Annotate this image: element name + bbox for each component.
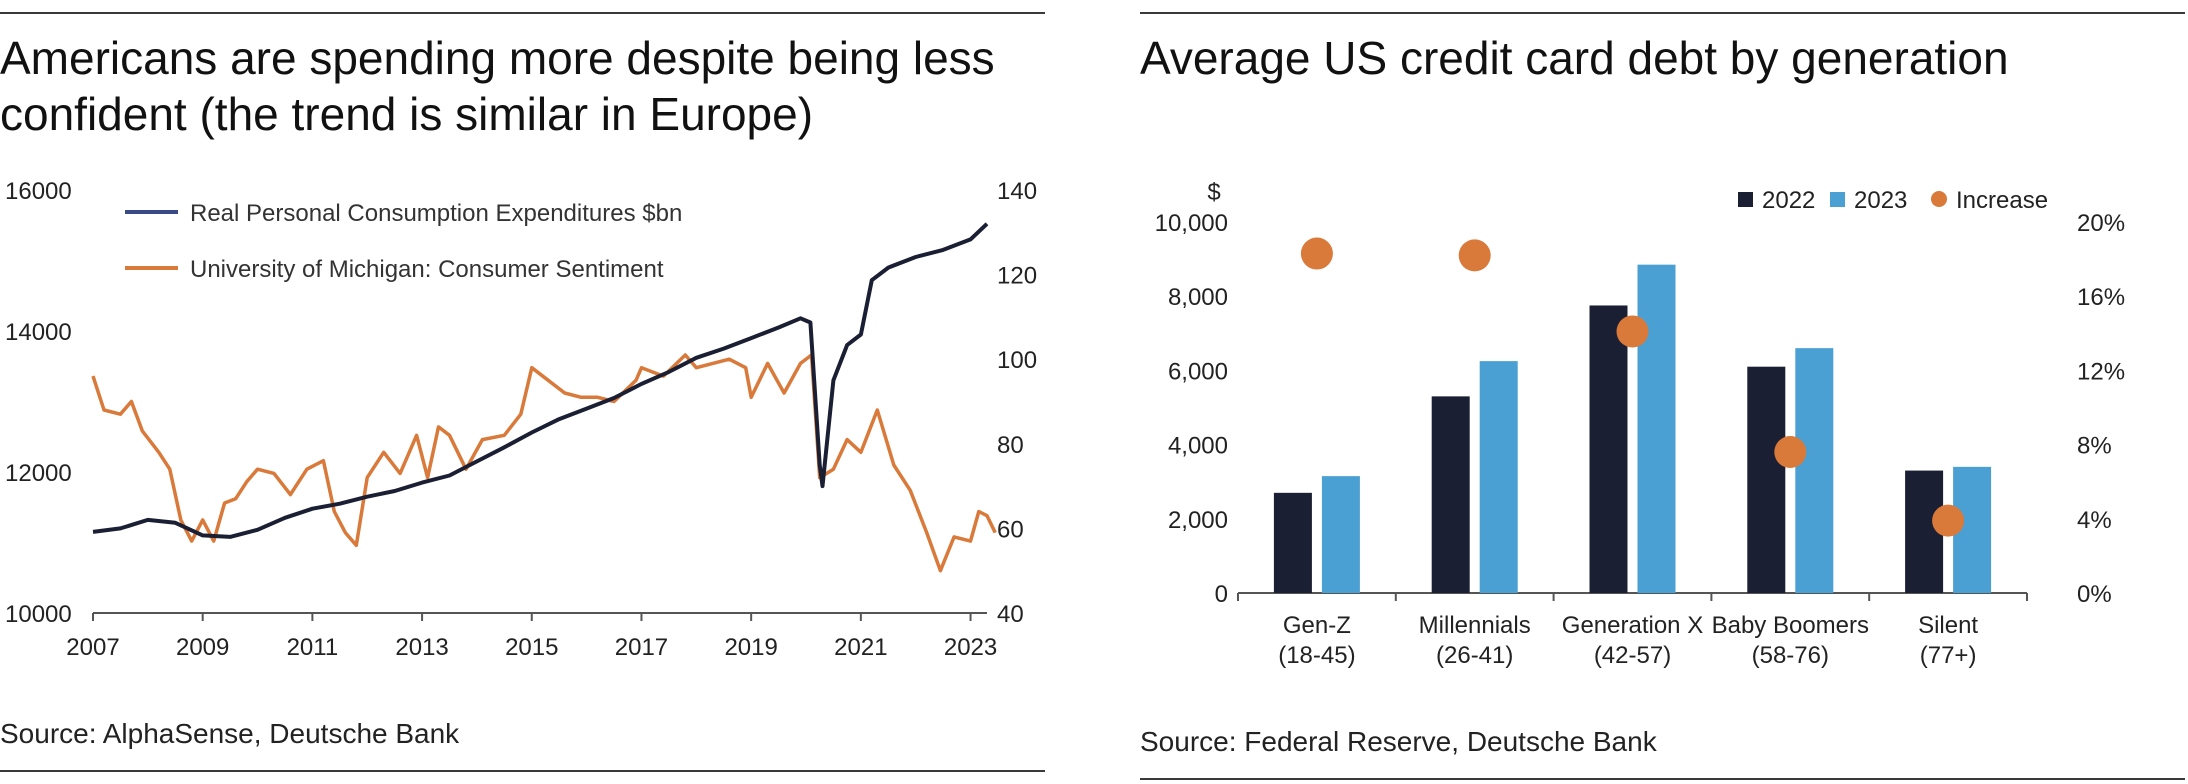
x-tick-label: 2017 (615, 634, 668, 661)
source-text: Source: AlphaSense, Deutsche Bank (0, 718, 460, 749)
x-tick-label: 2021 (834, 634, 887, 661)
y-right-tick-label: 100 (997, 347, 1037, 374)
legend-label: Increase (1956, 187, 2048, 214)
top-rule (1140, 12, 2185, 14)
x-tick-label: 2013 (395, 634, 448, 661)
category-label: Baby Boomers (1712, 612, 1869, 639)
x-tick-label: 2009 (176, 634, 229, 661)
legend-swatch (1931, 191, 1947, 207)
category-label: Generation X (1562, 612, 1703, 639)
bar-2022 (1589, 305, 1628, 593)
y-left-tick-label: 2,000 (1168, 507, 1228, 534)
x-tick-label: 2023 (944, 634, 997, 661)
category-label: (18-45) (1278, 642, 1355, 669)
y-right-tick-label: 40 (997, 601, 1024, 628)
y-left-tick-label: 6,000 (1168, 358, 1228, 385)
bar-2022 (1273, 492, 1312, 593)
source-text: Source: Federal Reserve, Deutsche Bank (1140, 726, 1657, 757)
increase-dot (1616, 315, 1649, 348)
bar-2023 (1637, 264, 1676, 593)
y-left-tick-label: 10,000 (1155, 210, 1228, 237)
bar-2023 (1321, 476, 1360, 593)
y-left-tick-label: 12000 (5, 460, 72, 487)
pce-series-line (92, 222, 989, 539)
y-left-tick-label: 4,000 (1168, 433, 1228, 460)
bar-2023 (1795, 348, 1834, 593)
x-tick-label: 2015 (505, 634, 558, 661)
legend-label: University of Michigan: Consumer Sentime… (190, 256, 664, 283)
y-left-tick-label: 0 (1215, 581, 1228, 608)
increase-dot (1458, 239, 1491, 272)
y-left-tick-label: 14000 (5, 319, 72, 346)
category-label: (26-41) (1436, 642, 1513, 669)
y-axis-title: $ (1207, 179, 1220, 206)
line-chart: 2007 2009 2011 2013 2015 2017 2019 2021 2023 1000… (5, 178, 1037, 661)
x-tick-label: 2019 (724, 634, 777, 661)
right-panel: Average US credit card debt by generatio… (1140, 0, 2188, 784)
top-rule (0, 12, 1045, 14)
legend-label: Real Personal Consumption Expenditures $… (190, 200, 682, 227)
y-left-tick-label: 16000 (5, 178, 72, 205)
bottom-rule (1140, 778, 2185, 780)
x-tick-label: 2007 (66, 634, 119, 661)
category-label: (42-57) (1594, 642, 1671, 669)
y-right-tick-label: 12% (2077, 358, 2125, 385)
x-tick-label: 2011 (287, 634, 339, 661)
y-left-tick-label: 10000 (5, 601, 72, 628)
y-right-tick-label: 60 (997, 516, 1024, 543)
y-right-tick-label: 120 (997, 263, 1037, 290)
category-label: (77+) (1920, 642, 1977, 669)
increase-dot (1932, 504, 1965, 537)
category-label: Gen-Z (1283, 612, 1351, 639)
legend-label: 2023 (1854, 187, 1907, 214)
y-right-tick-label: 140 (997, 178, 1037, 205)
bar-2023 (1479, 361, 1518, 593)
category-label: Silent (1918, 612, 1978, 639)
y-right-tick-label: 16% (2077, 284, 2125, 311)
bar-2022 (1747, 366, 1786, 593)
increase-dot (1300, 237, 1333, 270)
left-panel: Americans are spending more despite bein… (0, 0, 1045, 784)
sentiment-series-line (91, 353, 997, 573)
category-label: Millennials (1419, 612, 1531, 639)
bar-chart: $0 2,000 4,000 6,000 8,000 10,000 0% 4% 8% 12% 16%… (1155, 179, 2125, 669)
category-label: (58-76) (1752, 642, 1829, 669)
y-right-tick-label: 80 (997, 432, 1024, 459)
bar-2022 (1431, 396, 1470, 593)
bottom-rule (0, 770, 1045, 772)
legend-swatch (1830, 192, 1845, 207)
y-right-tick-label: 20% (2077, 210, 2125, 237)
chart-title: Average US credit card debt by generatio… (1140, 32, 2009, 84)
chart-title: Americans are spending more despite bein… (0, 32, 995, 140)
increase-dot (1774, 436, 1807, 469)
y-right-tick-label: 8% (2077, 433, 2112, 460)
legend-swatch (1738, 192, 1753, 207)
y-left-tick-label: 8,000 (1168, 284, 1228, 311)
y-right-tick-label: 4% (2077, 507, 2112, 534)
y-right-tick-label: 0% (2077, 581, 2112, 608)
legend-label: 2022 (1762, 187, 1815, 214)
